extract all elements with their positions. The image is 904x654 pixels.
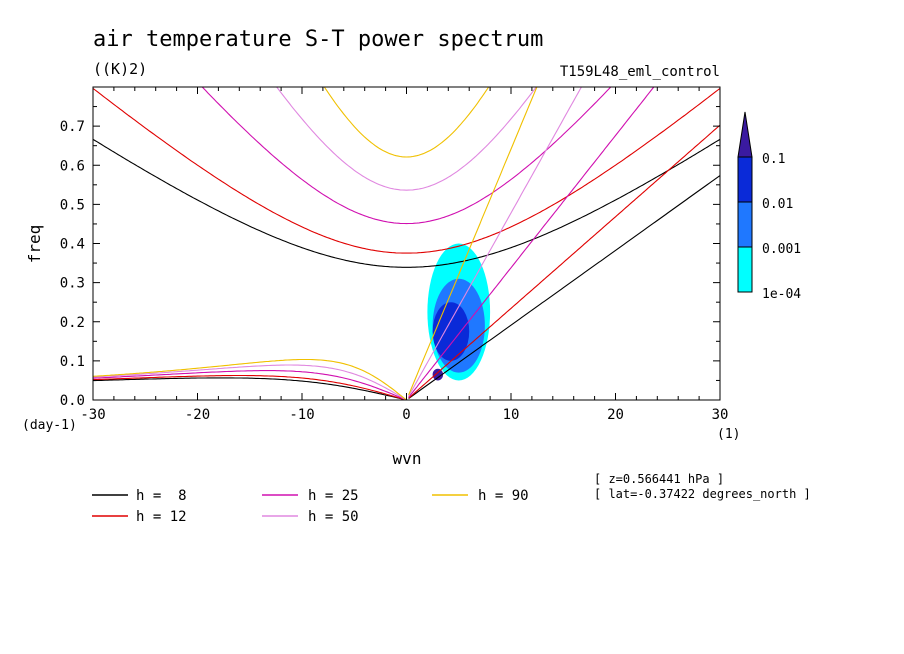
spectrum-shading: [427, 243, 491, 381]
dispersion-curves: [93, 87, 720, 400]
y-axis-label: freq: [25, 225, 44, 264]
units-label: ((K)2): [93, 60, 147, 78]
legend-item-h8: h = 8: [92, 488, 187, 504]
colorbar-label-0.001: 0.001: [762, 242, 801, 257]
y-tick-label-0.3: 0.3: [60, 276, 85, 292]
x-tick-label-10: 10: [503, 407, 520, 423]
shading-region-3: [432, 368, 444, 381]
x-tick-label--30: -30: [80, 407, 105, 423]
curve-h12-rossby: [93, 374, 407, 400]
colorbar: 0.1 0.01 0.001 1e-04: [737, 111, 801, 302]
curve-h8-kelvin: [408, 175, 720, 399]
axis-ticks: -30 -20 -10 0 10 20 30 0.0 0.1 0.2 0.3 0.4 0.5 0.6 0.7: [60, 87, 729, 423]
x-tick-label-0: 0: [402, 407, 410, 423]
legend-label-h50: h = 50: [308, 509, 359, 525]
colorbar-swatch-1e-04: [737, 246, 753, 293]
colorbar-label-0.01: 0.01: [762, 197, 793, 212]
chart-title: air temperature S-T power spectrum: [93, 27, 543, 52]
y-tick-label-0.6: 0.6: [60, 158, 85, 174]
curve-h25-kelvin: [408, 87, 655, 398]
legend-item-h90: h = 90: [432, 488, 529, 504]
legend-item-h25: h = 25: [262, 488, 359, 504]
curve-h12-kelvin: [408, 124, 720, 399]
colorbar-label-0.1: 0.1: [762, 152, 785, 167]
y-tick-label-0.4: 0.4: [60, 237, 85, 253]
run-label: T159L48_eml_control: [560, 64, 720, 80]
legend: h = 8 h = 12 h = 25 h = 50 h = 90: [92, 488, 529, 525]
colorbar-swatch-0.01: [737, 156, 753, 203]
colorbar-label-1e-04: 1e-04: [762, 287, 801, 302]
annotation-latitude: [ lat=-0.37422 degrees_north ]: [594, 487, 811, 501]
curve-h25-rossby: [93, 370, 407, 400]
legend-item-h50: h = 50: [262, 509, 359, 525]
curve-h8-ig: [93, 138, 720, 268]
curve-h50-ig: [275, 87, 538, 191]
legend-label-h90: h = 90: [478, 488, 529, 504]
legend-label-h25: h = 25: [308, 488, 359, 504]
legend-item-h12: h = 12: [92, 509, 187, 525]
x-unit-label: (1): [717, 427, 740, 442]
curve-h90-rossby: [93, 358, 407, 400]
y-tick-label-0.1: 0.1: [60, 354, 85, 370]
colorbar-max-triangle: [737, 111, 753, 158]
curve-h50-kelvin: [408, 87, 583, 397]
curve-h50-rossby: [93, 364, 407, 400]
curve-h90-ig: [323, 87, 490, 158]
colorbar-swatch-0.001: [737, 201, 753, 248]
x-tick-label--10: -10: [289, 407, 314, 423]
y-tick-label-0.7: 0.7: [60, 119, 85, 135]
legend-label-h12: h = 12: [136, 509, 187, 525]
x-axis-label: wvn: [393, 449, 422, 468]
curve-h90-kelvin: [408, 87, 538, 396]
y-tick-label-0.2: 0.2: [60, 315, 85, 331]
annotation-z-level: [ z=0.566441 hPa ]: [594, 472, 724, 486]
x-tick-label-20: 20: [607, 407, 624, 423]
curve-h8-rossby: [93, 377, 407, 400]
curve-h12-ig: [93, 87, 720, 254]
x-tick-label--20: -20: [185, 407, 210, 423]
shading-region-2: [432, 302, 470, 361]
legend-label-h8: h = 8: [136, 488, 187, 504]
curve-h25-ig: [201, 87, 612, 225]
y-tick-label-0: 0.0: [60, 393, 85, 409]
y-unit-label: (day-1): [22, 418, 77, 433]
x-tick-label-30: 30: [712, 407, 729, 423]
y-tick-label-0.5: 0.5: [60, 197, 85, 213]
